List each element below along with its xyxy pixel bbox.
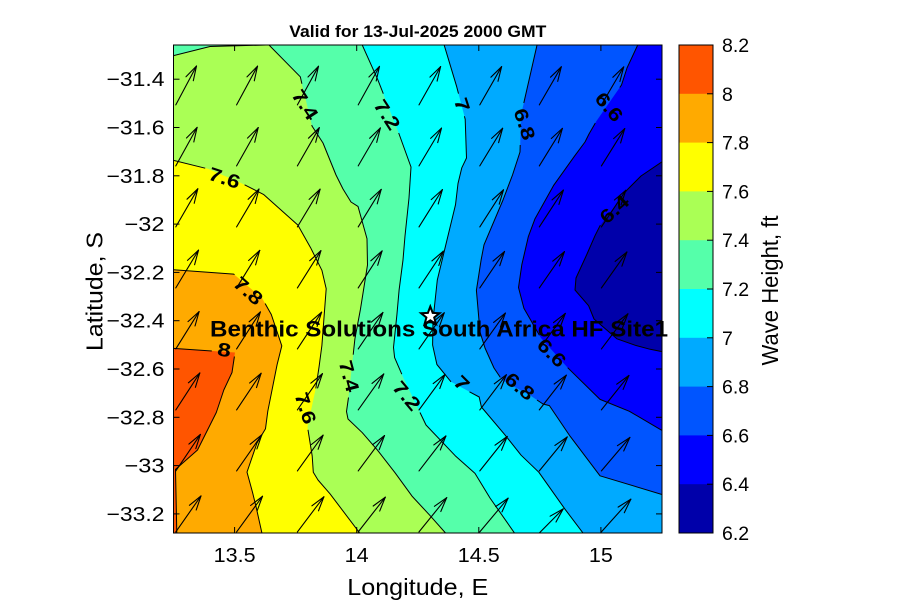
svg-text:15: 15 [589, 545, 613, 567]
svg-text:6.2: 6.2 [722, 523, 749, 545]
svg-text:8.2: 8.2 [722, 35, 749, 57]
svg-text:−32.8: −32.8 [107, 407, 165, 429]
svg-text:7.2: 7.2 [722, 279, 749, 301]
svg-text:−32.2: −32.2 [107, 262, 165, 284]
svg-text:7.4: 7.4 [722, 230, 749, 252]
svg-text:Latitude, S: Latitude, S [82, 232, 108, 351]
svg-text:−31.4: −31.4 [107, 69, 165, 91]
svg-text:7: 7 [722, 328, 733, 350]
svg-text:7.8: 7.8 [722, 133, 749, 155]
svg-text:Benthic Solutions South Africa: Benthic Solutions South Africa HF Site1 [210, 317, 668, 342]
svg-text:14.5: 14.5 [458, 545, 500, 567]
svg-text:Wave Height, ft: Wave Height, ft [757, 215, 783, 366]
svg-text:−32.6: −32.6 [107, 359, 165, 381]
svg-text:8: 8 [722, 84, 733, 106]
svg-text:7.6: 7.6 [722, 181, 749, 203]
svg-text:14: 14 [345, 545, 369, 567]
svg-text:−33.2: −33.2 [107, 504, 165, 526]
svg-text:6.6: 6.6 [722, 425, 749, 447]
svg-text:−31.8: −31.8 [107, 166, 165, 188]
svg-text:6.4: 6.4 [722, 474, 749, 496]
svg-text:−32: −32 [125, 214, 165, 236]
svg-text:8: 8 [216, 340, 232, 363]
svg-text:−33: −33 [125, 456, 165, 478]
svg-text:6.8: 6.8 [722, 377, 749, 399]
svg-text:−32.4: −32.4 [107, 311, 165, 333]
svg-text:−31.6: −31.6 [107, 118, 165, 140]
svg-text:7: 7 [449, 95, 473, 114]
svg-text:Valid for 13-Jul-2025 2000 GMT: Valid for 13-Jul-2025 2000 GMT [289, 22, 547, 41]
svg-text:13.5: 13.5 [214, 545, 256, 567]
svg-text:Longitude, E: Longitude, E [347, 574, 488, 600]
